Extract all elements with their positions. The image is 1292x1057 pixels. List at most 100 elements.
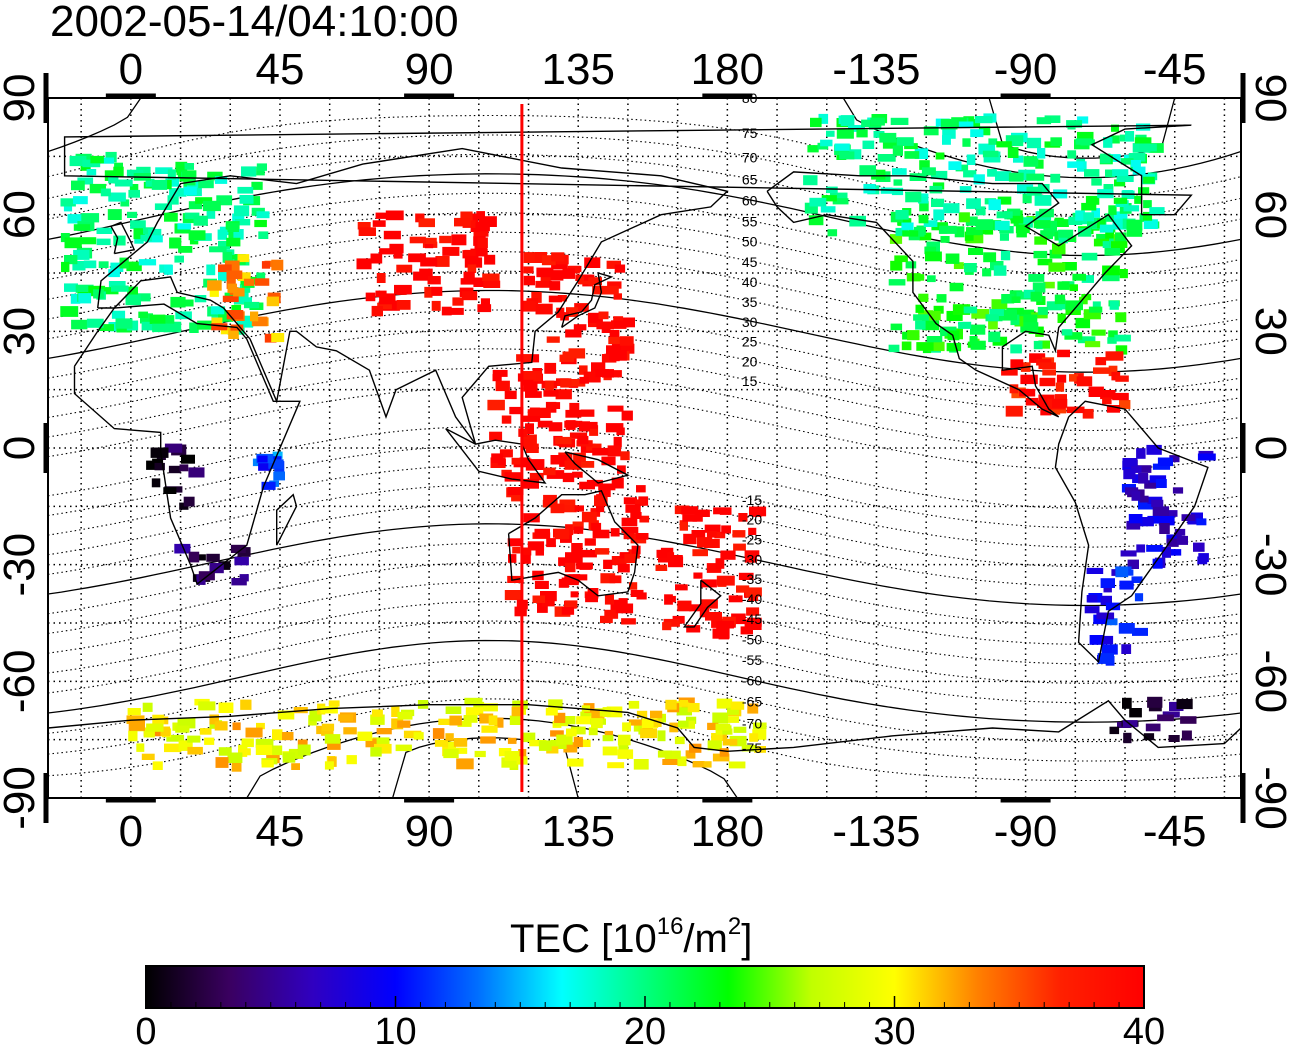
tec-cell [561,577,579,586]
tec-cell [712,712,729,724]
tec-cell [573,452,586,462]
magnetic-latitude-contour [48,309,1241,393]
tec-cell [1120,550,1137,557]
tec-cell [978,143,996,155]
tec-cell [343,727,357,735]
tec-cell [1106,618,1118,626]
tec-cell [707,740,722,751]
tec-cell [1005,135,1024,147]
magnetic-latitude-label: -60 [742,672,762,688]
tec-cell [1040,230,1053,240]
tec-cell [379,248,394,255]
top-longitude-tick-label: 135 [542,45,615,94]
tec-cell [570,726,586,735]
tec-cell [174,255,184,263]
tec-cell [1136,448,1146,459]
tec-cell [915,320,926,330]
tec-cell [113,166,124,177]
tec-cell [907,330,920,341]
tec-cell [1143,211,1153,221]
tec-cell [1011,387,1026,399]
tec-cell [975,219,994,230]
tec-cell [126,261,142,272]
tec-cell [297,744,311,756]
tec-cell [586,479,603,487]
tec-cell [748,527,757,535]
tec-cell [233,205,250,217]
colorbar-tick-label: 0 [135,1011,157,1053]
magnetic-latitude-contour [48,328,1241,412]
tec-cell [810,117,822,128]
tec-cell [218,747,232,756]
tec-cell [566,307,579,317]
tec-cell [1054,219,1069,227]
tec-cell [1100,390,1116,400]
tec-cell [1020,374,1038,385]
tec-cell [969,336,978,345]
tec-cell [970,129,984,138]
tec-cell [1105,602,1121,611]
tec-cell [821,195,837,202]
tec-cell [550,503,565,514]
magnetic-latitude-contour [48,639,1241,723]
tec-cell [543,390,559,397]
tec-cell [720,550,736,560]
tec-cell [973,174,985,185]
tec-cell [856,129,868,138]
tec-cell [507,538,522,547]
tec-cell [77,177,94,185]
tec-cell [1119,580,1134,590]
tec-cell [415,213,425,223]
tec-cell [499,449,513,458]
tec-cell [1032,282,1046,293]
tec-cell [927,275,936,283]
tec-cell [1048,262,1066,272]
tec-cell [1068,216,1083,225]
tec-cell [271,333,285,343]
tec-cell [1139,143,1157,152]
tec-cell [978,126,991,136]
magnetic-latitude-label: -20 [742,512,762,528]
tec-cell [694,509,710,517]
tec-cell [749,733,759,742]
tec-cell [256,211,270,219]
tec-cell [609,329,620,339]
tec-cell [602,746,618,756]
tec-cell [965,216,978,226]
tec-cell [600,573,616,584]
tec-cell [108,192,126,202]
tec-cell [982,268,992,277]
tec-cell [241,166,257,177]
tec-cell [625,504,641,513]
tec-cell [657,730,666,742]
tec-cell [615,603,634,614]
tec-cell [375,212,389,219]
tec-cell [209,714,219,725]
tec-cell [261,481,276,490]
tec-cell [535,303,553,315]
tec-cell [1003,309,1017,321]
uk-coastline [109,221,136,255]
tec-cell [60,306,79,317]
tec-cell [966,154,976,165]
tec-cell [120,199,130,207]
tec-cell [137,293,151,302]
magnetic-latitude-contour [48,192,1241,276]
tec-cell [489,431,503,441]
tec-cell [181,454,195,464]
tec-cell [1009,384,1019,394]
tec-cell [86,169,97,176]
tec-cell [689,604,703,612]
tec-cell [587,588,599,599]
timestamp-title: 2002-05-14/04:10:00 [50,0,459,46]
tec-cell [954,226,965,238]
tec-cell [1054,294,1066,305]
tec-cell [1038,394,1055,406]
tec-cell [136,743,145,752]
tec-cell [522,732,536,743]
tec-cell [165,178,179,187]
magnetic-latitude-label: 50 [742,234,758,250]
tec-cell [1160,510,1178,517]
tec-cell [261,759,274,768]
tec-cell [1081,275,1094,283]
